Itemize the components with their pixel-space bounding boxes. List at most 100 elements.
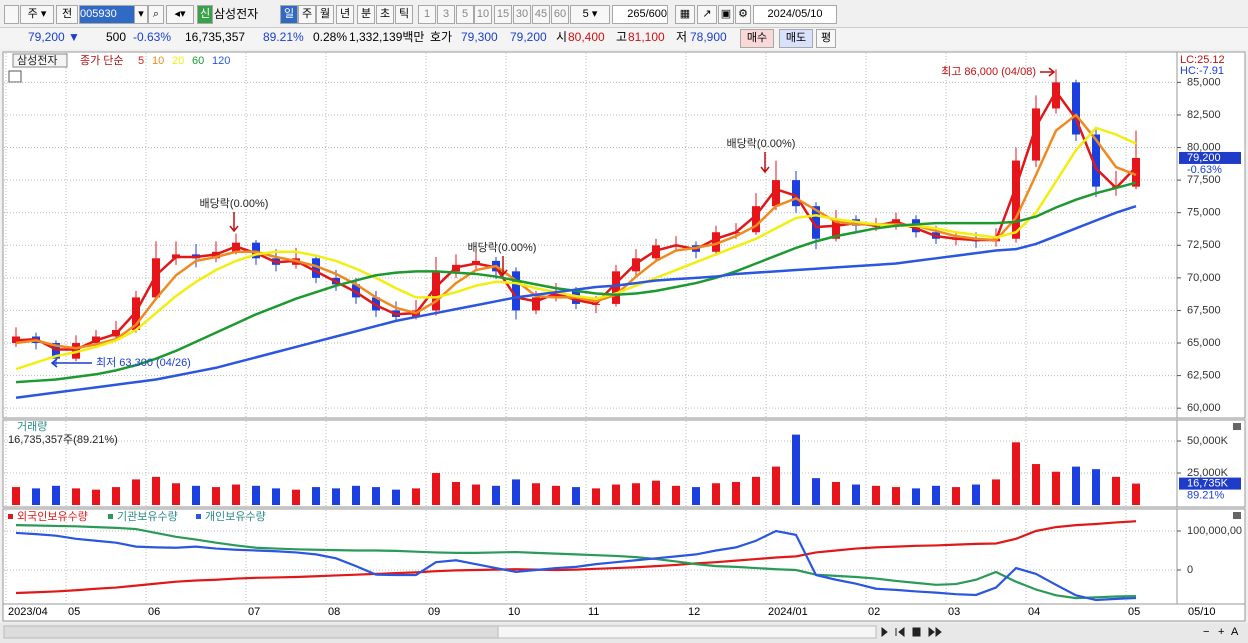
- tool-icon[interactable]: ▣: [718, 5, 734, 24]
- volume-bar: [172, 483, 180, 505]
- volume-bar: [112, 487, 120, 505]
- annotation-arrow: [760, 152, 770, 174]
- settings-icon[interactable]: ⚙: [735, 5, 751, 24]
- toolbar-button[interactable]: 일: [280, 5, 298, 24]
- volume-bar: [572, 487, 580, 505]
- candle-body: [312, 258, 320, 278]
- x-tick-label: 12: [688, 606, 700, 618]
- toolbar-button[interactable]: 1: [418, 5, 436, 24]
- ma-label: 종가 단순: [80, 54, 124, 67]
- toolbar-button[interactable]: 60: [551, 5, 569, 24]
- zoom-in[interactable]: +: [1218, 626, 1224, 638]
- toolbar-button[interactable]: 틱: [395, 5, 413, 24]
- y-tick-label: 77,500: [1187, 174, 1221, 186]
- change: 500: [106, 30, 127, 44]
- candle-body: [1012, 160, 1020, 239]
- x-end-label: 05/10: [1188, 606, 1216, 618]
- volume-bar: [772, 466, 780, 505]
- compare[interactable]: 전: [56, 5, 78, 24]
- code-input[interactable]: 005930: [79, 5, 135, 24]
- date-input[interactable]: 2024/05/10: [753, 5, 837, 24]
- price-tag: [1179, 151, 1241, 164]
- y-tick-label: 25,000K: [1187, 467, 1229, 479]
- tool-icon[interactable]: ▦: [675, 5, 695, 24]
- volume-bar: [532, 483, 540, 505]
- volume-bar: [692, 487, 700, 505]
- sound-button[interactable]: ◂▾: [166, 5, 194, 24]
- toolbar-button[interactable]: 10: [474, 5, 492, 24]
- toolbar-button[interactable]: 년: [336, 5, 354, 24]
- count: 265: [627, 8, 646, 20]
- volume-bar: [132, 479, 140, 505]
- ask: 79,300: [461, 30, 498, 44]
- count-input[interactable]: 265/600: [612, 5, 668, 24]
- volume-bar: [1112, 476, 1120, 505]
- legend-entry: 외국인보유수량: [17, 510, 88, 523]
- y-tick-label: 80,000: [1187, 141, 1221, 153]
- y-tick-label: 67,500: [1187, 304, 1221, 316]
- menu-icon[interactable]: [4, 5, 19, 24]
- volume-bar: [272, 488, 280, 505]
- volume-bar: [852, 484, 860, 505]
- close-icon[interactable]: [1233, 423, 1241, 430]
- tool-icon[interactable]: ↗: [697, 5, 717, 24]
- open-label: 시: [556, 30, 568, 44]
- scroll-thumb[interactable]: [497, 625, 877, 639]
- eval-button[interactable]: 평: [816, 29, 836, 48]
- playback-buttons[interactable]: [881, 626, 942, 638]
- bid: 79,200: [510, 30, 547, 44]
- legend-entry: 10: [152, 55, 164, 67]
- ma-line: [15, 113, 1137, 350]
- price-axis: [1176, 51, 1246, 419]
- volume-bar: [992, 479, 1000, 505]
- max-count: /600: [645, 8, 667, 20]
- toolbar-button[interactable]: 초: [376, 5, 394, 24]
- volume-bar: [932, 485, 940, 505]
- corner-label: HC:-7.91: [1180, 65, 1224, 77]
- pane-title: 거래량: [17, 420, 47, 433]
- volume-bar: [1012, 442, 1020, 505]
- corner-label: LC:25.12: [1180, 54, 1225, 66]
- annotation: 배당락(0.00%): [200, 197, 269, 210]
- legend-swatch: [108, 514, 113, 519]
- toolbar-button[interactable]: 30: [513, 5, 531, 24]
- code-dropdown[interactable]: ▾: [134, 5, 148, 24]
- ma-line: [15, 126, 1137, 371]
- search-button[interactable]: ⌕: [148, 5, 164, 24]
- toolbar-button[interactable]: 15: [494, 5, 512, 24]
- holding-line: [15, 524, 1137, 600]
- buy-button[interactable]: 매수: [740, 29, 774, 48]
- toolbar-button[interactable]: 3: [437, 5, 455, 24]
- grid-icon[interactable]: [8, 70, 22, 83]
- interval-select[interactable]: 5 ▾: [570, 5, 610, 24]
- volume: 16,735,357: [185, 30, 246, 44]
- close-icon[interactable]: [1233, 512, 1241, 519]
- holdings-axis: [1176, 508, 1246, 605]
- scroll-track[interactable]: [3, 625, 499, 639]
- toolbar-button[interactable]: 45: [532, 5, 550, 24]
- volume-bar: [52, 485, 60, 505]
- high-label: 고: [616, 30, 628, 44]
- legend-swatch: [8, 514, 13, 519]
- volume-bar: [212, 487, 220, 505]
- candle-body: [612, 271, 620, 304]
- zoom-out[interactable]: −: [1203, 626, 1209, 638]
- toolbar-button[interactable]: 주: [298, 5, 316, 24]
- font-button[interactable]: A: [1231, 626, 1239, 638]
- volume-bar: [712, 483, 720, 505]
- volume-bar: [832, 481, 840, 505]
- period-type[interactable]: 주 ▾: [20, 5, 54, 24]
- x-tick-label: 05: [1128, 606, 1140, 618]
- sell-button[interactable]: 매도: [779, 29, 813, 48]
- toolbar-button[interactable]: 분: [357, 5, 375, 24]
- legend-entry: 5: [138, 55, 144, 67]
- volume-bar: [752, 476, 760, 505]
- toolbar-button[interactable]: 5: [456, 5, 474, 24]
- y-tick-label: 70,000: [1187, 272, 1221, 284]
- holding-line: [15, 520, 1137, 595]
- toolbar-button[interactable]: 월: [316, 5, 334, 24]
- x-tick-label: 11: [588, 606, 599, 618]
- x-tick-label: 08: [328, 606, 340, 618]
- volume-bar: [372, 487, 380, 505]
- x-axis: [2, 603, 1246, 622]
